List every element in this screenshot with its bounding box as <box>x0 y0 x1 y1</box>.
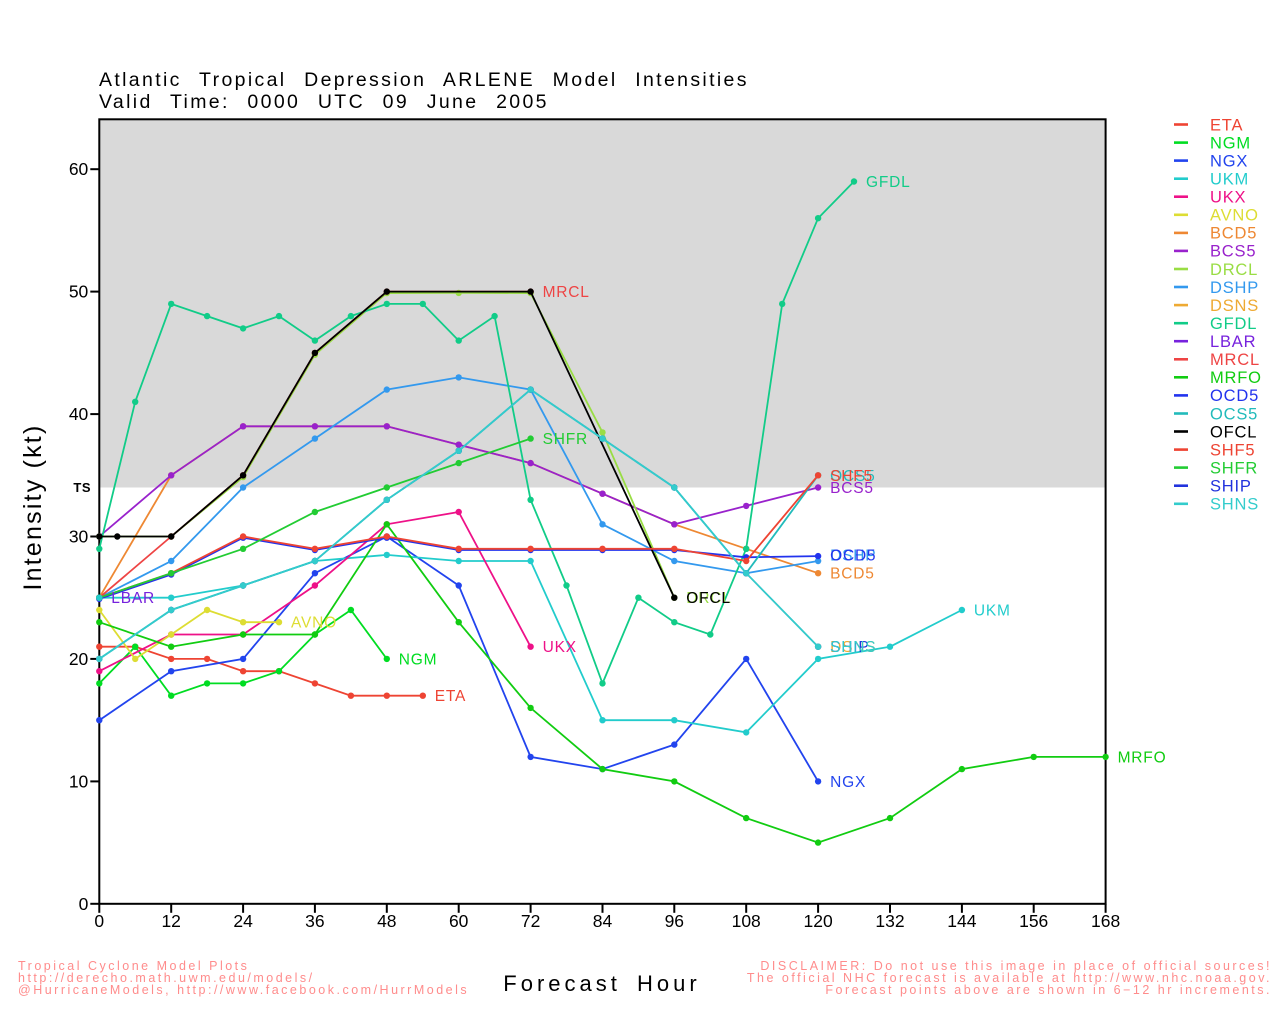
svg-text:OFCL: OFCL <box>686 590 731 607</box>
svg-text:SHFR: SHFR <box>1210 459 1258 477</box>
svg-text:OCD5: OCD5 <box>830 547 876 564</box>
svg-text:0: 0 <box>94 911 104 931</box>
svg-text:AVNO: AVNO <box>291 615 337 632</box>
svg-text:NGM: NGM <box>399 651 438 668</box>
svg-text:MRCL: MRCL <box>1210 351 1260 369</box>
svg-text:120: 120 <box>803 911 832 931</box>
svg-text:BCD5: BCD5 <box>1210 225 1257 243</box>
svg-text:SHIP: SHIP <box>830 639 869 656</box>
svg-text:OCS5: OCS5 <box>1210 405 1258 423</box>
svg-text:BCD5: BCD5 <box>830 566 875 583</box>
svg-text:144: 144 <box>947 911 976 931</box>
svg-text:30: 30 <box>69 527 89 547</box>
svg-text:BCS5: BCS5 <box>1210 243 1256 261</box>
svg-text:OCS5: OCS5 <box>830 468 875 485</box>
svg-text:NGX: NGX <box>830 774 866 791</box>
svg-text:SHIP: SHIP <box>1210 478 1252 496</box>
svg-text:BCS5: BCS5 <box>830 480 874 497</box>
svg-text:Atlantic Tropical Depression A: Atlantic Tropical Depression ARLENE Mode… <box>99 69 749 91</box>
svg-text:NGM: NGM <box>1210 134 1251 152</box>
svg-text:36: 36 <box>305 911 324 931</box>
svg-text:GFDL: GFDL <box>1210 315 1257 333</box>
svg-text:DSHP: DSHP <box>830 547 876 564</box>
svg-text:60: 60 <box>69 159 89 179</box>
svg-text:LBAR: LBAR <box>1210 333 1256 351</box>
svg-text:50: 50 <box>69 282 89 302</box>
svg-text:DSNS: DSNS <box>1210 297 1259 315</box>
svg-text:84: 84 <box>593 911 613 931</box>
svg-text:SHF5: SHF5 <box>830 468 873 485</box>
svg-text:SHFR: SHFR <box>543 431 588 448</box>
svg-text:0: 0 <box>79 894 89 914</box>
svg-text:OCD5: OCD5 <box>1210 387 1259 405</box>
svg-text:TS: TS <box>73 480 91 495</box>
svg-text:168: 168 <box>1091 911 1120 931</box>
svg-text:108: 108 <box>732 911 761 931</box>
svg-text:UKM: UKM <box>974 603 1011 620</box>
svg-text:OFCL: OFCL <box>1210 423 1257 441</box>
svg-text:NGX: NGX <box>1210 152 1248 170</box>
svg-text:72: 72 <box>521 911 540 931</box>
svg-text:UKX: UKX <box>543 639 577 656</box>
svg-text:AVNO: AVNO <box>1210 207 1259 225</box>
svg-text:DSHP: DSHP <box>1210 279 1259 297</box>
svg-text:Forecast Hour: Forecast Hour <box>503 971 700 996</box>
svg-text:DISCLAIMER: Do not use this im: DISCLAIMER: Do not use this image in pla… <box>760 959 1272 973</box>
svg-text:http://derecho.math.uwm.edu/mo: http://derecho.math.uwm.edu/models/ <box>18 971 315 985</box>
svg-text:48: 48 <box>377 911 396 931</box>
svg-text:DRCL: DRCL <box>686 590 731 607</box>
svg-text:Tropical Cyclone Model Plots: Tropical Cyclone Model Plots <box>18 959 249 973</box>
svg-text:DRCL: DRCL <box>1210 261 1258 279</box>
svg-text:40: 40 <box>69 404 89 424</box>
svg-text:24: 24 <box>233 911 253 931</box>
svg-text:Forecast points above are show: Forecast points above are shown in 6−12 … <box>825 983 1272 997</box>
svg-text:10: 10 <box>69 771 89 791</box>
svg-text:@HurricaneModels, http://www.f: @HurricaneModels, http://www.facebook.co… <box>18 983 469 997</box>
svg-text:Intensity (kt): Intensity (kt) <box>19 424 47 591</box>
svg-text:12: 12 <box>161 911 180 931</box>
svg-text:ETA: ETA <box>435 688 466 705</box>
svg-text:UKM: UKM <box>1210 171 1249 189</box>
svg-text:96: 96 <box>665 911 684 931</box>
svg-text:MRFO: MRFO <box>1118 749 1167 766</box>
svg-text:20: 20 <box>69 649 89 669</box>
svg-text:GFDL: GFDL <box>866 174 911 191</box>
svg-text:ETA: ETA <box>1210 116 1243 134</box>
svg-text:Valid Time: 0000 UTC 09 June 2: Valid Time: 0000 UTC 09 June 2005 <box>99 91 549 113</box>
svg-text:LBAR: LBAR <box>111 590 155 607</box>
svg-text:132: 132 <box>875 911 904 931</box>
svg-text:The official NHC forecast is a: The official NHC forecast is available a… <box>747 971 1272 985</box>
svg-text:156: 156 <box>1019 911 1048 931</box>
svg-text:DSNS: DSNS <box>830 639 876 656</box>
svg-text:SHNS: SHNS <box>830 639 876 656</box>
svg-text:MRCL: MRCL <box>543 284 590 301</box>
svg-text:60: 60 <box>449 911 469 931</box>
svg-text:SHF5: SHF5 <box>1210 441 1255 459</box>
svg-text:UKX: UKX <box>1210 189 1246 207</box>
svg-text:SHNS: SHNS <box>1210 496 1259 514</box>
svg-text:MRFO: MRFO <box>1210 369 1262 387</box>
